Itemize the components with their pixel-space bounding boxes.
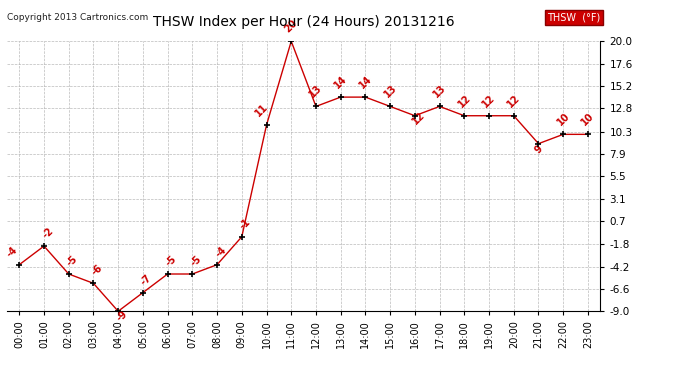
Text: 14: 14 [333, 74, 349, 91]
Text: -9: -9 [115, 309, 129, 323]
Text: 12: 12 [411, 110, 427, 127]
Text: -6: -6 [90, 263, 104, 278]
Text: 12: 12 [481, 93, 497, 109]
Text: Copyright 2013 Cartronics.com: Copyright 2013 Cartronics.com [7, 13, 148, 22]
Text: -5: -5 [65, 254, 80, 268]
Text: THSW  (°F): THSW (°F) [547, 12, 600, 22]
Text: 20: 20 [283, 18, 299, 35]
Text: -2: -2 [40, 226, 55, 240]
Text: 13: 13 [308, 83, 324, 100]
Text: 12: 12 [456, 93, 473, 109]
Text: 11: 11 [253, 102, 270, 118]
Text: 13: 13 [382, 83, 398, 100]
Text: -4: -4 [5, 244, 19, 259]
Text: 10: 10 [555, 111, 571, 128]
Text: 14: 14 [357, 74, 374, 91]
Text: -5: -5 [188, 254, 204, 268]
Text: 13: 13 [431, 83, 448, 100]
Text: -5: -5 [164, 254, 179, 268]
Text: 9: 9 [533, 144, 544, 156]
Text: 10: 10 [580, 111, 596, 128]
Text: -7: -7 [139, 272, 154, 287]
Text: -4: -4 [213, 244, 228, 259]
Text: -1: -1 [238, 216, 253, 231]
Text: THSW Index per Hour (24 Hours) 20131216: THSW Index per Hour (24 Hours) 20131216 [152, 15, 455, 29]
Text: 12: 12 [506, 93, 522, 109]
